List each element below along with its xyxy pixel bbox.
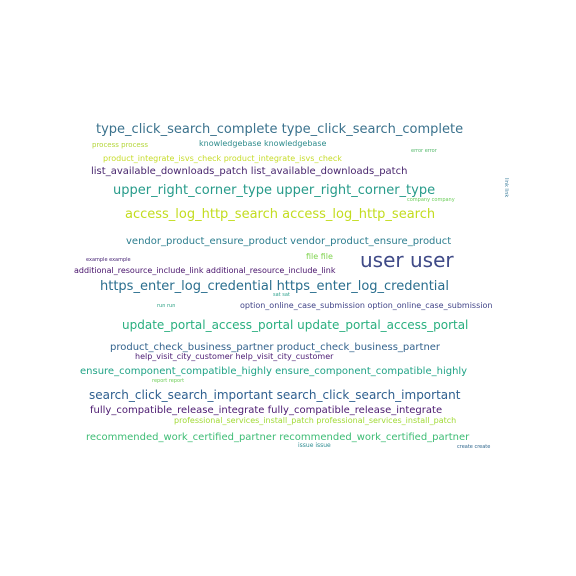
cloud-word: issue issue: [298, 442, 331, 449]
cloud-word: company company: [407, 197, 455, 203]
cloud-word: link link: [503, 178, 509, 198]
cloud-word: process process: [92, 141, 149, 149]
cloud-word: sat sat: [273, 292, 290, 298]
cloud-word: vendor_product_ensure_product vendor_pro…: [126, 236, 452, 247]
cloud-word: update_portal_access_portal update_porta…: [122, 318, 469, 332]
cloud-word: list_available_downloads_patch list_avai…: [91, 166, 408, 177]
cloud-word: knowledgebase knowledgebase: [199, 139, 327, 148]
cloud-word: run run: [157, 303, 176, 309]
cloud-word: professional_services_install_patch prof…: [174, 416, 457, 425]
cloud-word: upper_right_corner_type upper_right_corn…: [113, 183, 436, 198]
cloud-word: additional_resource_include_link additio…: [74, 266, 336, 275]
cloud-word: file file: [306, 252, 333, 261]
cloud-word: https_enter_log_credential https_enter_l…: [100, 279, 450, 294]
cloud-word: option_online_case_submission option_onl…: [240, 301, 493, 310]
cloud-word: ensure_component_compatible_highly ensur…: [80, 366, 468, 377]
cloud-word: access_log_http_search access_log_http_s…: [125, 207, 436, 222]
cloud-word: recommended_work_certified_partner recom…: [86, 432, 470, 443]
cloud-word: type_click_search_complete type_click_se…: [96, 122, 464, 137]
cloud-word: help_visit_city_customer help_visit_city…: [135, 352, 334, 361]
cloud-word: report report: [152, 378, 185, 384]
cloud-word: error error: [411, 148, 437, 154]
cloud-word: example example: [86, 257, 131, 263]
cloud-word: create create: [457, 444, 491, 450]
cloud-word: product_check_business_partner product_c…: [110, 342, 441, 353]
cloud-word: product_integrate_isvs_check product_int…: [103, 154, 342, 163]
cloud-word: fully_compatible_release_integrate fully…: [90, 405, 443, 416]
cloud-word: search_click_search_important search_cli…: [89, 388, 461, 402]
cloud-word: user user: [360, 248, 454, 272]
